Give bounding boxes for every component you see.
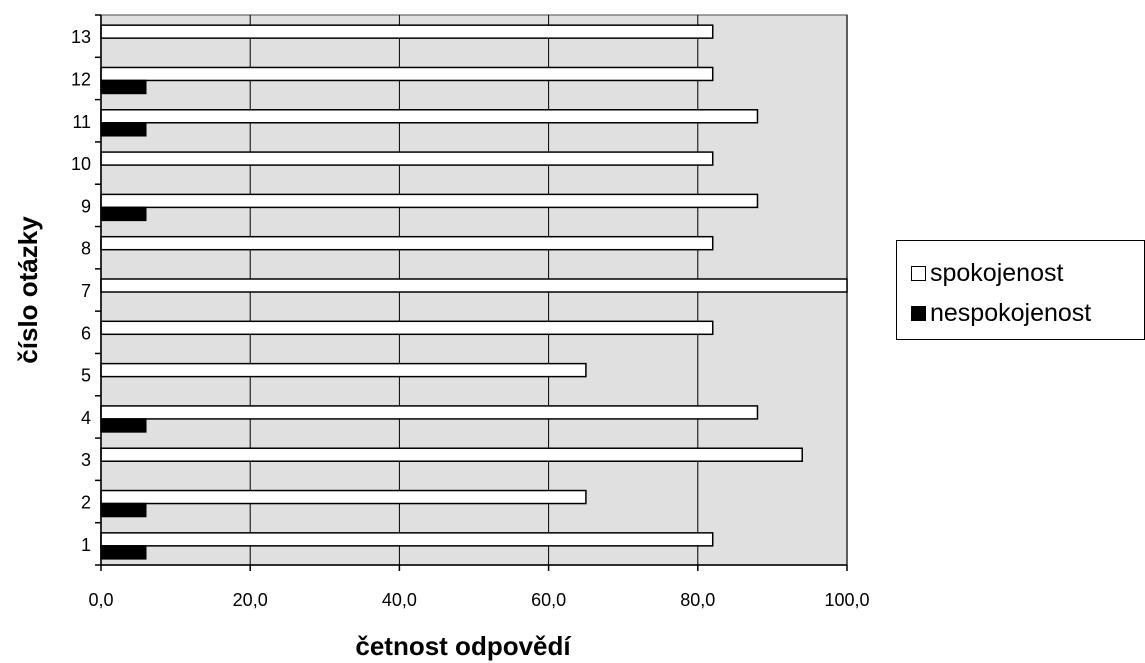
y-tick-label: 5 [81, 366, 91, 386]
y-tick-label: 4 [81, 408, 91, 428]
bars [100, 24, 848, 560]
y-tick-label: 9 [81, 196, 91, 216]
bar-spokojenost-q2 [100, 489, 587, 505]
y-tick-label: 11 [72, 112, 91, 132]
legend: spokojenost nespokojenost [896, 240, 1145, 340]
x-tick-label: 80,0 [680, 590, 715, 610]
bar-spokojenost-q4 [100, 405, 759, 420]
bar-spokojenost-q11 [100, 109, 759, 124]
bar-nespokojenost-q4 [100, 418, 147, 433]
bar-nespokojenost-q11 [100, 122, 147, 137]
bar-spokojenost-q9 [100, 193, 759, 209]
x-tick-label: 100,0 [824, 590, 869, 610]
y-tick-label: 1 [81, 535, 91, 555]
legend-item-spokojenost: spokojenost [911, 258, 1063, 288]
bar-spokojenost-q10 [100, 151, 714, 166]
bar-spokojenost-q13 [100, 24, 714, 39]
bar-spokojenost-q8 [100, 235, 714, 251]
x-tick-label: 40,0 [382, 590, 417, 610]
x-axis-title: četnost odpovědí [355, 631, 571, 661]
bar-spokojenost-q1 [100, 532, 714, 547]
bar-spokojenost-q12 [100, 66, 714, 82]
legend-label-nespokojenost: nespokojenost [930, 298, 1092, 327]
bar-spokojenost-q5 [100, 362, 587, 378]
x-axis-ticks: 0,0 20,0 40,0 60,0 80,0 100,0 [88, 565, 870, 610]
legend-label-spokojenost: spokojenost [930, 258, 1064, 287]
x-tick-label: 60,0 [531, 590, 566, 610]
y-tick-label: 6 [81, 323, 91, 343]
y-tick-label: 12 [71, 69, 91, 89]
bar-spokojenost-q6 [100, 320, 714, 336]
y-tick-label: 10 [71, 154, 91, 174]
y-tick-label: 2 [81, 493, 91, 513]
bar-spokojenost-q3 [100, 447, 803, 462]
bar-nespokojenost-q1 [100, 545, 147, 560]
bar-nespokojenost-q2 [100, 502, 147, 518]
legend-swatch-nespokojenost [911, 305, 926, 321]
bar-nespokojenost-q12 [100, 79, 147, 95]
y-tick-label: 8 [81, 239, 91, 259]
legend-swatch-spokojenost [911, 265, 926, 281]
x-tick-label: 0,0 [88, 590, 113, 610]
y-axis-title: číslo otázky [13, 216, 43, 364]
x-tick-label: 20,0 [233, 590, 268, 610]
y-tick-label: 13 [71, 27, 91, 47]
y-tick-label: 7 [81, 281, 91, 301]
bar-spokojenost-q7 [100, 278, 848, 293]
legend-item-nespokojenost: nespokojenost [911, 298, 1091, 328]
y-tick-label: 3 [81, 450, 91, 470]
bar-nespokojenost-q9 [100, 206, 147, 222]
